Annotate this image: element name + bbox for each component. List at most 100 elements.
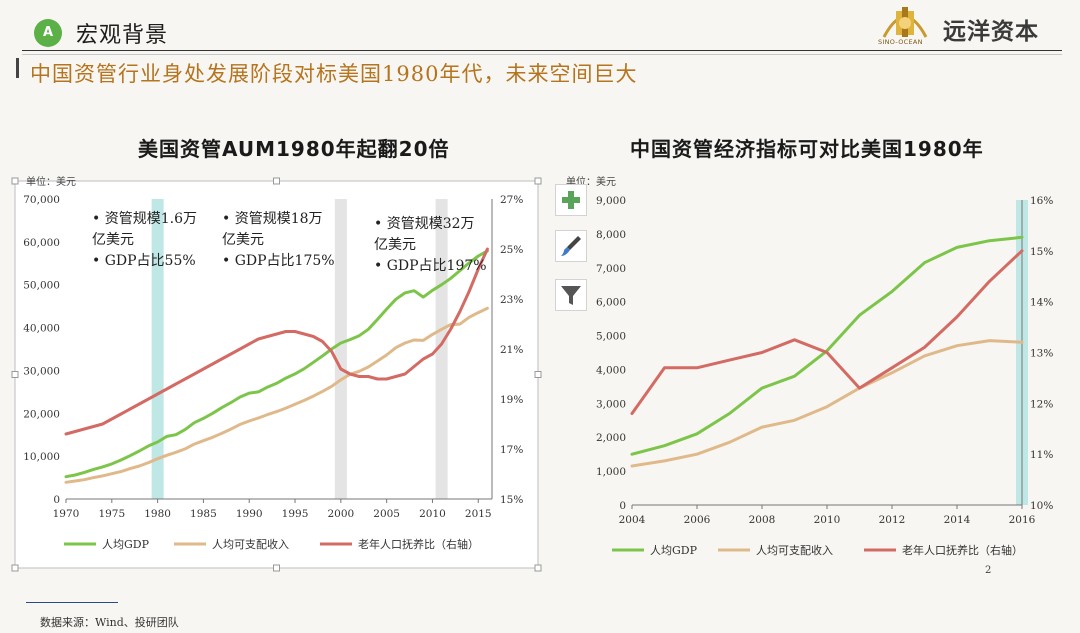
us-annotation-1-line-1: 亿美元: [222, 232, 264, 248]
section-title: 宏观背景: [76, 23, 169, 48]
cn-series-elderly-line: [630, 249, 1024, 415]
chart-styles-button[interactable]: [555, 230, 587, 262]
us-resize-handle-1: [273, 177, 280, 185]
us-legend-label-elderly: 老年人口抚养比（右轴）: [358, 537, 479, 551]
cn-y-tick-0: 0: [619, 500, 626, 512]
us-resize-handle-5: [11, 564, 19, 572]
us-highlight-band-0: [151, 199, 164, 499]
source-note: 数据来源：Wind、投研团队: [40, 616, 179, 629]
brand-name: 远洋资本: [943, 19, 1039, 45]
us-annotation-2-line-2: • GDP占比197%: [374, 258, 487, 274]
paintbrush-icon: [561, 236, 581, 256]
us-resize-handle-3: [11, 371, 19, 378]
cn-x-tick-5: 2014: [944, 514, 971, 526]
sino-ocean-logo-icon: [882, 7, 928, 38]
cn-x-tick-4: 2012: [879, 514, 906, 526]
cn-legend-label-elderly: 老年人口抚养比（右轴）: [902, 543, 1023, 557]
cn-y-tick-8: 8,000: [596, 229, 626, 241]
chart-filters-button[interactable]: [555, 279, 587, 311]
us-resize-handle-7: [534, 564, 542, 572]
us-y2-tick-4: 23%: [500, 294, 523, 306]
us-y-tick-2: 20,000: [23, 408, 60, 420]
us-resize-handle-2: [534, 177, 542, 185]
cn-y-tick-9: 9,000: [596, 195, 626, 207]
cn-legend-label-gdp: 人均GDP: [650, 544, 698, 557]
headline: 中国资管行业身处发展阶段对标美国1980年代，未来空间巨大: [30, 62, 638, 86]
us-annotation-2-line-1: 亿美元: [374, 237, 416, 253]
us-y2-tick-3: 21%: [500, 344, 523, 356]
us-highlight-band-1: [334, 199, 347, 499]
us-x-tick-1: 1975: [98, 508, 125, 520]
us-annotation-1-line-2: • GDP占比175%: [222, 253, 335, 269]
cn-y2-tick-3: 13%: [1030, 348, 1053, 360]
chart-elements-button[interactable]: [555, 184, 587, 216]
cn-y-tick-5: 5,000: [596, 331, 626, 343]
chart-title-us: 美国资管AUM1980年起翻20倍: [138, 137, 450, 161]
us-x-tick-5: 1995: [282, 508, 309, 520]
us-y-tick-3: 30,000: [23, 365, 60, 377]
us-x-tick-7: 2005: [373, 508, 400, 520]
us-resize-handle-4: [534, 371, 542, 378]
us-x-tick-2: 1980: [144, 508, 171, 520]
us-annotation-0-line-2: • GDP占比55%: [92, 253, 196, 269]
cn-y-tick-3: 3,000: [596, 398, 626, 410]
cn-y-tick-7: 7,000: [596, 263, 626, 275]
us-annotation-2-line-0: • 资管规模32万: [374, 216, 475, 232]
section-badge: A: [34, 19, 62, 47]
us-y2-tick-1: 17%: [500, 444, 523, 456]
chart-us-aum[interactable]: 单位：美元 0 10,000 20,000 30,000 40,000 50,000 60,0…: [0, 170, 560, 590]
cn-y2-tick-6: 16%: [1030, 195, 1053, 207]
us-highlight-band-2: [435, 199, 448, 499]
us-series-gdp-line: [64, 249, 489, 479]
cn-y-tick-1: 1,000: [596, 466, 626, 478]
us-legend-label-gdp: 人均GDP: [102, 538, 150, 551]
us-resize-handle-6: [273, 564, 280, 572]
filter-icon: [561, 286, 581, 305]
cn-x-tick-0: 2004: [619, 514, 646, 526]
cn-y-tick-6: 6,000: [596, 297, 626, 309]
cn-y2-tick-4: 14%: [1030, 297, 1053, 309]
us-x-tick-6: 2000: [327, 508, 354, 520]
us-x-tick-8: 2010: [419, 508, 446, 520]
us-y2-tick-0: 15%: [500, 494, 523, 506]
chart-cn-indicators: 单位：美元01,0002,0003,0004,0005,0006,0007,00…: [566, 175, 1053, 557]
plus-icon: [562, 191, 580, 209]
cn-x-tick-1: 2006: [684, 514, 711, 526]
us-series-income-line: [64, 306, 489, 484]
chart-title-cn: 中国资管经济指标可对比美国1980年: [630, 137, 984, 161]
us-y-tick-5: 50,000: [23, 280, 60, 292]
us-chart-frame: [14, 180, 539, 569]
us-y-tick-7: 70,000: [23, 194, 60, 206]
header: A 宏观背景 SINO-OCEAN 远洋资本: [0, 0, 1080, 60]
us-annotation-0-line-0: • 资管规模1.6万: [92, 211, 197, 227]
us-annotation-1-line-0: • 资管规模18万: [222, 211, 323, 227]
cn-y2-tick-5: 15%: [1030, 246, 1053, 258]
us-series-elderly-line: [64, 247, 489, 436]
us-y-tick-6: 60,000: [23, 237, 60, 249]
us-annotation-0-line-1: 亿美元: [92, 232, 134, 248]
cn-y-tick-4: 4,000: [596, 364, 626, 376]
cn-y2-tick-2: 12%: [1030, 398, 1053, 410]
us-x-tick-0: 1970: [53, 508, 80, 520]
cn-y2-tick-0: 10%: [1030, 500, 1053, 512]
cn-series-income-line: [630, 339, 1024, 468]
header-divider: [22, 50, 1062, 51]
page-number: 2: [985, 565, 992, 576]
cn-series-gdp-line: [630, 235, 1024, 456]
us-y-tick-0: 0: [53, 494, 60, 506]
brand-en: SINO-OCEAN: [878, 38, 923, 46]
header-divider-light: [22, 54, 1062, 55]
us-unit-label: 单位：美元: [26, 175, 76, 188]
us-y2-tick-2: 19%: [500, 394, 523, 406]
us-resize-handle-0: [11, 177, 19, 185]
footer-divider: [26, 602, 118, 603]
cn-y-tick-2: 2,000: [596, 432, 626, 444]
us-x-tick-3: 1985: [190, 508, 217, 520]
us-y-tick-4: 40,000: [23, 323, 60, 335]
us-y2-tick-5: 25%: [500, 244, 523, 256]
us-x-tick-4: 1990: [236, 508, 263, 520]
cn-y2-tick-1: 11%: [1030, 449, 1053, 461]
headline-marker: [16, 58, 19, 78]
cn-x-tick-2: 2008: [749, 514, 776, 526]
us-y-tick-1: 10,000: [23, 451, 60, 463]
